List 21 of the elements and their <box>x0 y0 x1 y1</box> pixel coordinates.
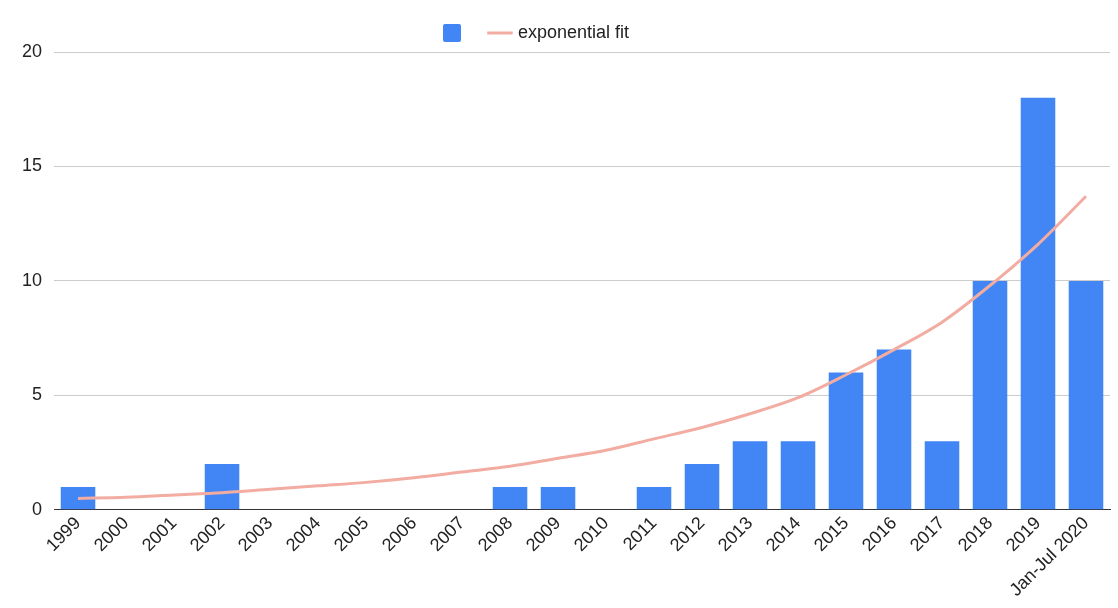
line-series <box>76 194 1088 500</box>
bar <box>1068 280 1104 510</box>
bar <box>684 464 720 510</box>
legend-label: exponential fit <box>517 21 630 42</box>
y-tick-label: 20 <box>21 40 43 61</box>
bar <box>924 441 960 510</box>
y-tick-label: 5 <box>32 384 43 405</box>
y-tick-label: 15 <box>21 155 43 176</box>
bar <box>1020 97 1056 510</box>
bar <box>780 441 816 510</box>
bar <box>972 280 1008 510</box>
bar <box>876 349 912 510</box>
bar <box>636 486 672 510</box>
bar <box>828 372 864 510</box>
bar <box>492 486 528 510</box>
bar <box>60 486 96 510</box>
bar <box>204 464 240 510</box>
bar <box>540 486 576 510</box>
bar <box>732 441 768 510</box>
y-tick-label: 0 <box>32 498 43 519</box>
y-tick-label: 10 <box>21 269 43 290</box>
